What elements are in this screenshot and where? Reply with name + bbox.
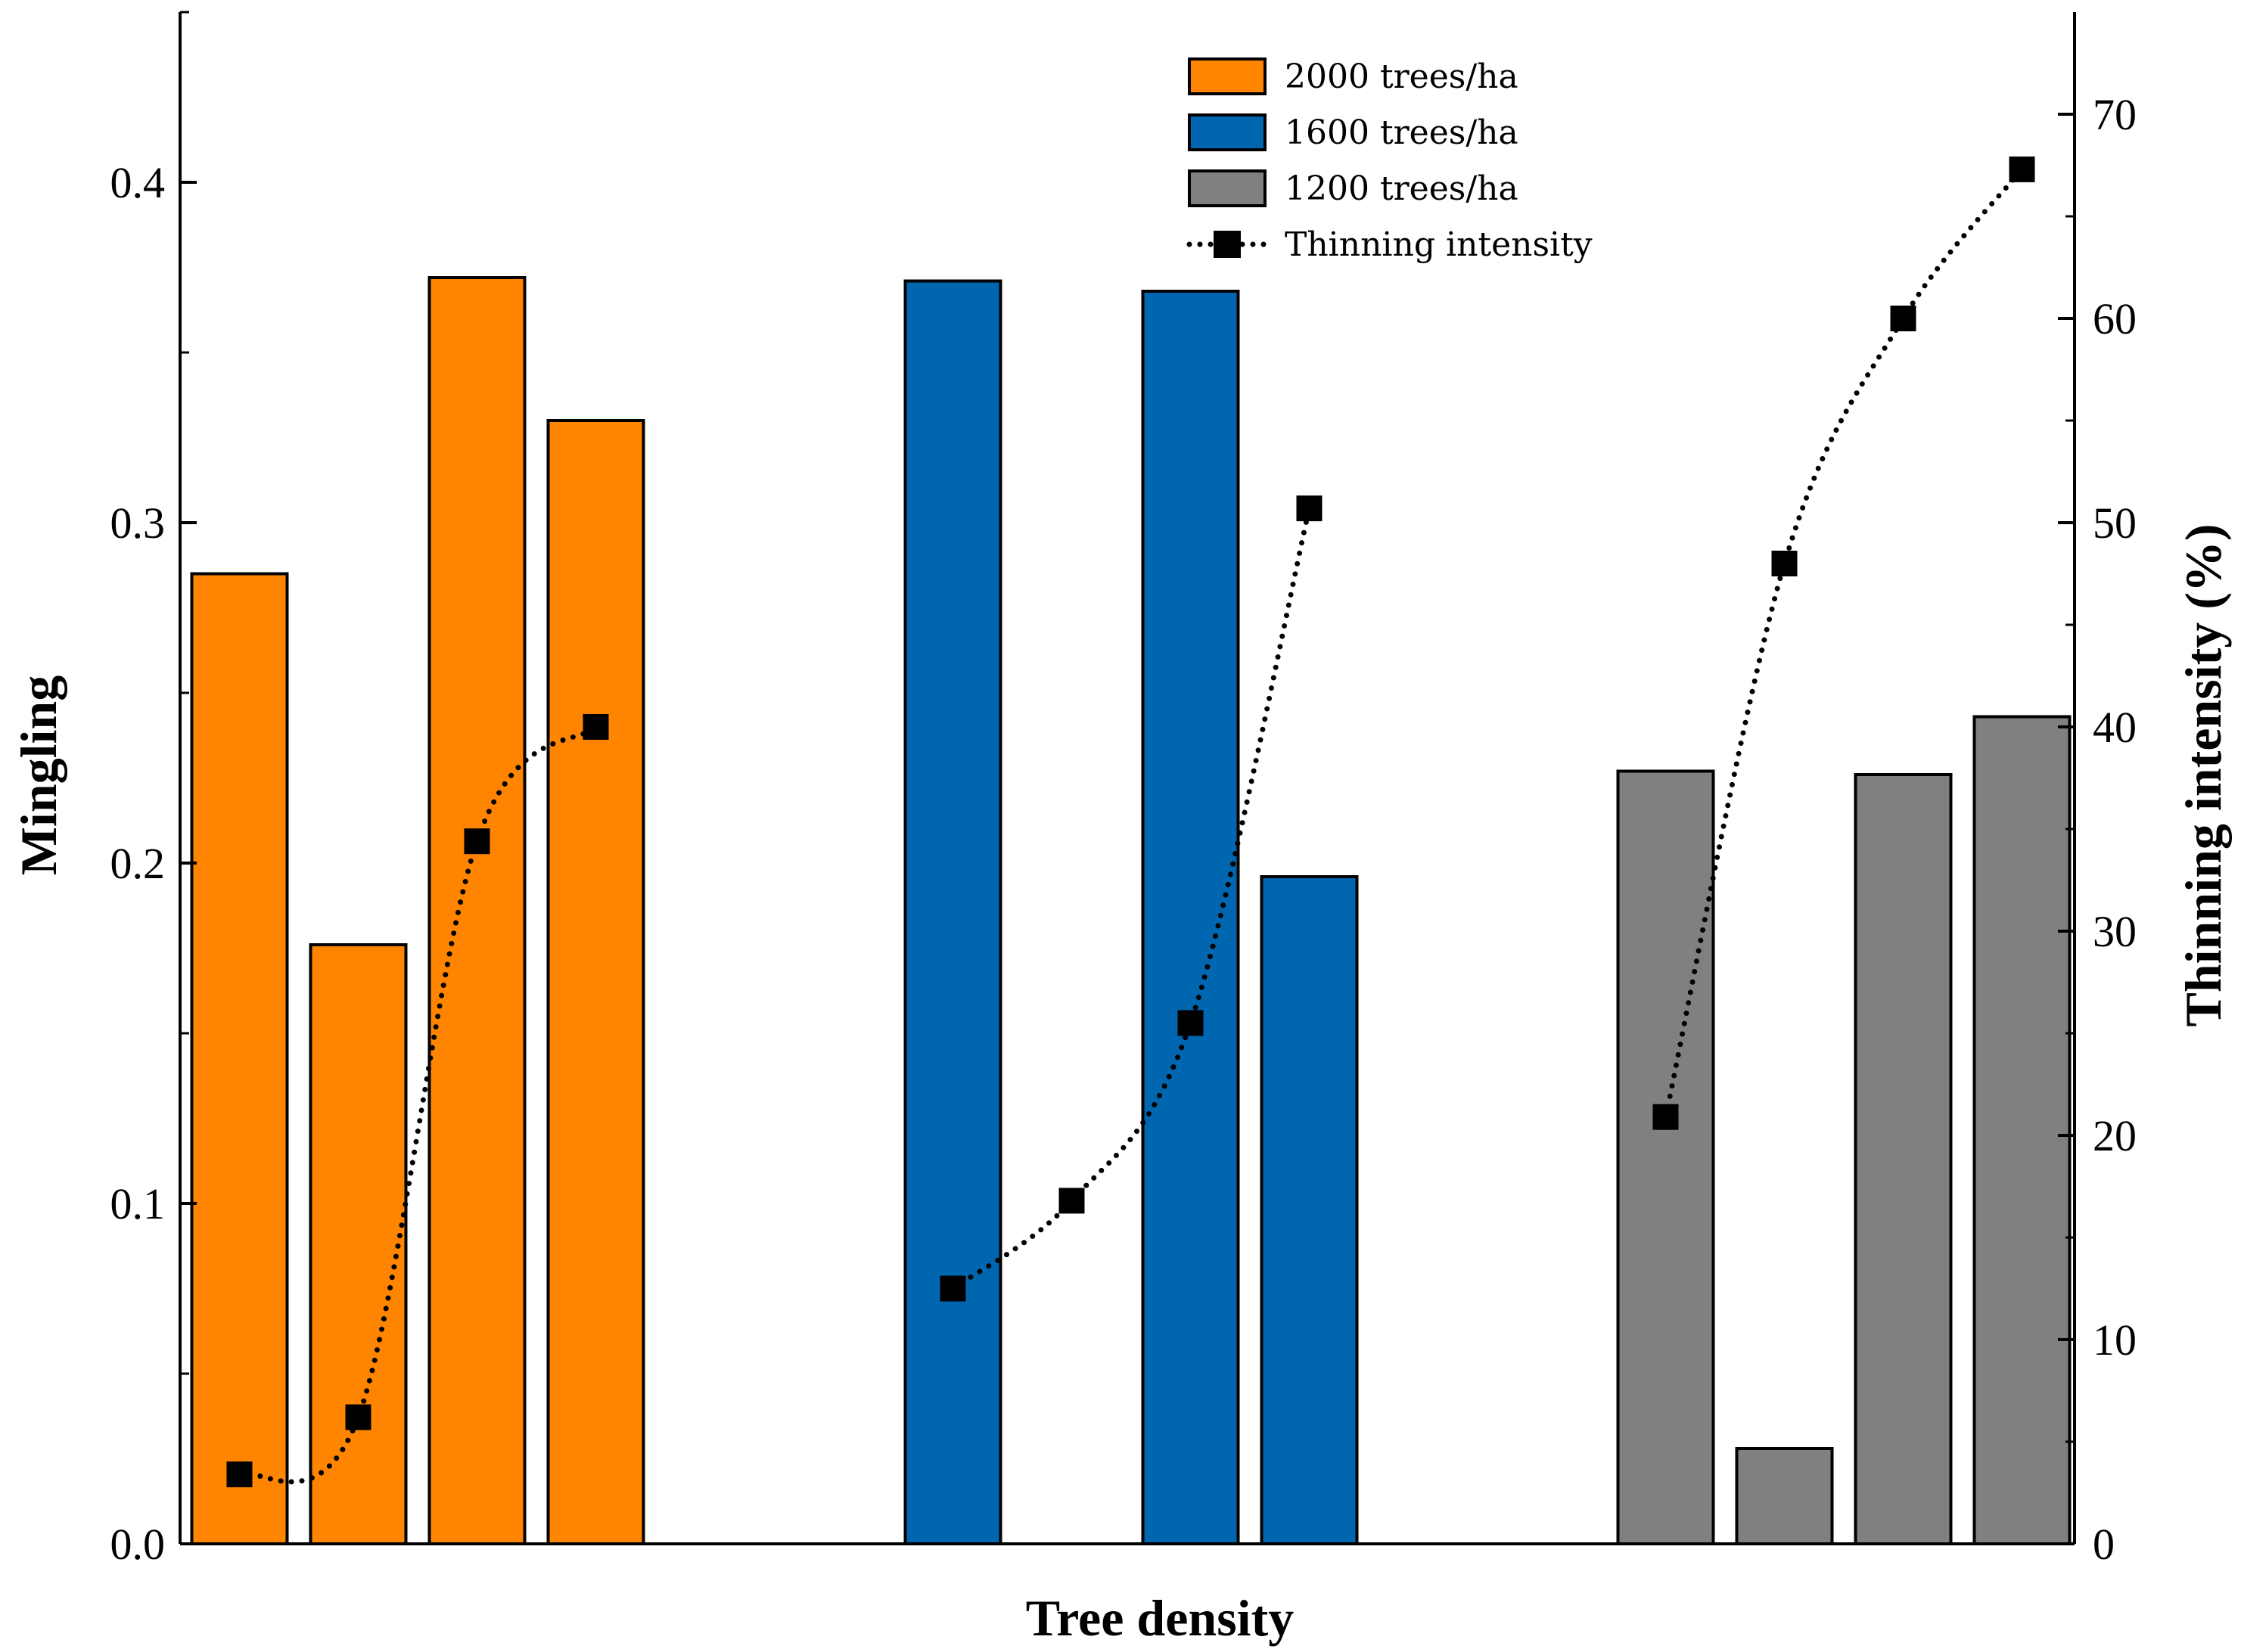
thinning-marker-0-3 [583, 714, 609, 740]
bar-0-2 [427, 276, 527, 1545]
thinning-marker-0-0 [226, 1461, 253, 1488]
thinning-marker-2-1 [1771, 551, 1798, 576]
legend-label-thinning: Thinning intensity [1285, 225, 1593, 264]
right-tick-label: 30 [2093, 907, 2137, 956]
x-axis-title: Tree density [1026, 1589, 1294, 1647]
thinning-lines-layer [226, 156, 2035, 1488]
y-axis-title-right: Thinning intensity (%) [2174, 523, 2232, 1026]
left-tick-label: 0.4 [110, 158, 166, 207]
thinning-marker-1-0 [940, 1275, 966, 1302]
bar-2-3 [1972, 715, 2072, 1545]
legend-label-0: 2000 trees/ha [1285, 57, 1518, 96]
thinning-marker-0-2 [464, 828, 490, 855]
legend: 2000 trees/ha 1600 trees/ha 1200 trees/ha T… [1186, 57, 1593, 264]
thinning-marker-1-2 [1177, 1010, 1204, 1036]
legend-label-1: 1600 trees/ha [1285, 113, 1518, 152]
left-tick-label: 0.3 [110, 498, 166, 548]
thinning-line-2 [1663, 166, 2025, 1120]
thinning-marker-1-1 [1058, 1188, 1085, 1214]
bar-0-1 [309, 943, 408, 1545]
left-tick-label: 0.2 [110, 839, 166, 888]
axes-layer: 0.0 0.1 0.2 0.3 0.4 0 10 20 30 40 50 60 70 [110, 11, 2137, 1569]
legend-swatch-1 [1188, 113, 1267, 151]
bar-1-2 [1141, 290, 1240, 1545]
thinning-line-1 [950, 505, 1312, 1291]
thinning-marker-1-3 [1296, 495, 1323, 522]
legend-swatch-0 [1188, 57, 1267, 95]
legend-swatch-2 [1188, 169, 1267, 207]
legend-marker-sample [1214, 231, 1241, 258]
right-tick-label: 70 [2093, 90, 2137, 139]
bar-1-0 [903, 279, 1002, 1545]
right-tick-label: 40 [2093, 703, 2137, 752]
right-tick-label: 60 [2093, 294, 2137, 343]
right-tick-label: 20 [2093, 1111, 2137, 1160]
bar-2-1 [1735, 1447, 1834, 1545]
left-tick-label: 0.1 [110, 1179, 166, 1228]
bar-0-3 [546, 419, 645, 1545]
right-tick-label: 50 [2093, 498, 2137, 548]
bar-2-0 [1616, 769, 1715, 1545]
thinning-marker-2-2 [1890, 306, 1916, 331]
right-tick-label: 0 [2093, 1520, 2115, 1569]
bars-layer [190, 276, 2072, 1545]
thinning-marker-2-0 [1652, 1104, 1679, 1130]
legend-label-2: 1200 trees/ha [1285, 169, 1518, 208]
right-tick-label: 10 [2093, 1315, 2137, 1365]
left-tick-label: 0.0 [110, 1520, 166, 1569]
bar-2-2 [1854, 773, 1953, 1545]
bar-0-0 [190, 572, 289, 1545]
y-axis-title-left: Mingling [10, 675, 67, 876]
bar-1-3 [1260, 875, 1359, 1545]
thinning-line-0 [237, 724, 598, 1485]
thinning-marker-0-1 [345, 1404, 371, 1430]
thinning-marker-2-3 [2009, 156, 2035, 182]
